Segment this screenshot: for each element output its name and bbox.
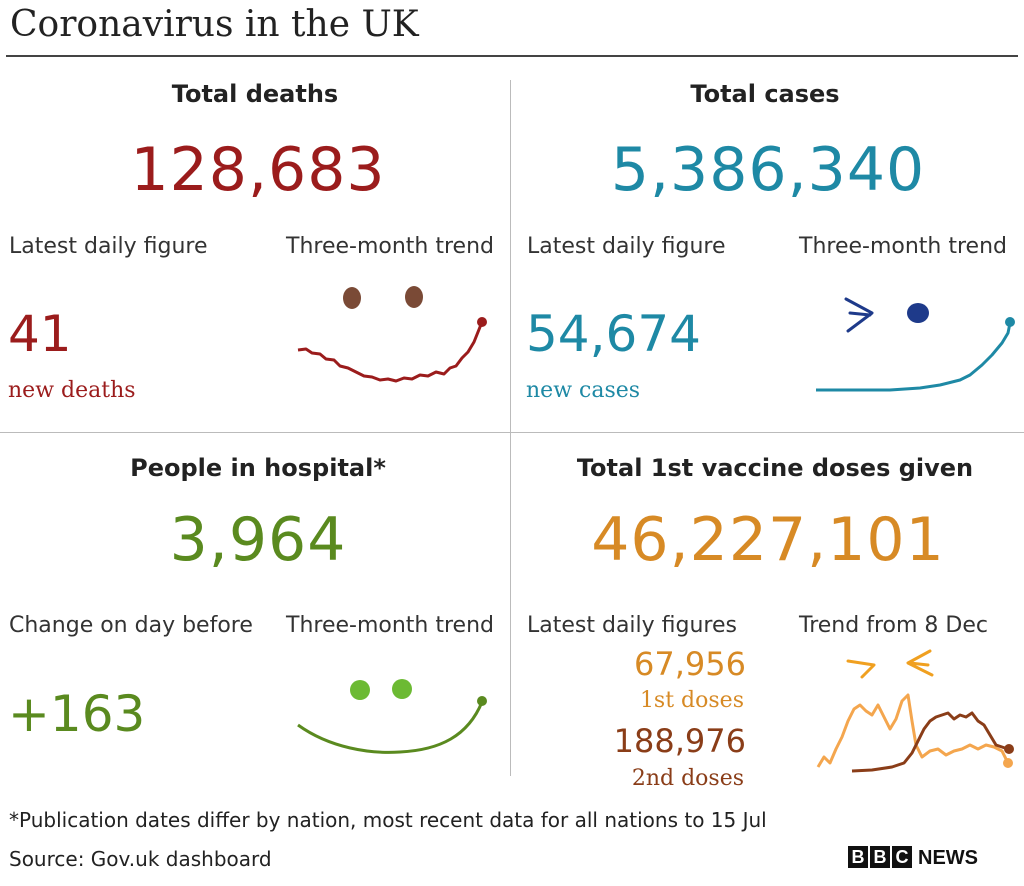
cases-trend-smiley bbox=[816, 297, 1015, 392]
vaccine-smiley-eye-right-icon bbox=[906, 649, 934, 677]
vaccine-first-value: 67,956 bbox=[634, 645, 746, 683]
cases-heading: Total cases bbox=[690, 80, 840, 108]
vaccine-first-unit: 1st doses bbox=[639, 688, 744, 713]
vaccine-first-dose-endpoint bbox=[1003, 758, 1013, 768]
vaccine-first-dose-trend-line bbox=[816, 693, 1010, 768]
hospital-trend-label: Three-month trend bbox=[286, 613, 494, 638]
title-divider bbox=[6, 55, 1018, 57]
deaths-trend-label: Three-month trend bbox=[286, 234, 494, 259]
deaths-trend-smiley bbox=[297, 286, 487, 383]
deaths-total: 128,683 bbox=[130, 135, 386, 205]
deaths-heading: Total deaths bbox=[171, 80, 339, 108]
cases-total: 5,386,340 bbox=[610, 135, 926, 205]
hospital-trend-line bbox=[297, 701, 484, 754]
bbc-logo-letter: B bbox=[848, 846, 868, 868]
hospital-trend-endpoint bbox=[477, 696, 487, 706]
vertical-divider bbox=[510, 80, 511, 776]
page-title: Coronavirus in the UK bbox=[10, 4, 419, 45]
deaths-trend-endpoint bbox=[477, 317, 487, 327]
cases-trend-endpoint bbox=[1005, 317, 1015, 327]
deaths-smiley-eye-right bbox=[405, 286, 423, 308]
footnote: *Publication dates differ by nation, mos… bbox=[9, 808, 767, 832]
hospital-smiley-eye-left bbox=[350, 680, 370, 700]
bbc-logo-letter: B bbox=[870, 846, 890, 868]
vaccine-second-value: 188,976 bbox=[613, 722, 746, 760]
cases-smiley-eye bbox=[907, 303, 929, 323]
hospital-change-value: +163 bbox=[8, 685, 146, 743]
hospital-heading: People in hospital* bbox=[130, 454, 386, 482]
cases-smiley-wink-icon bbox=[844, 297, 874, 333]
bbc-logo-news: NEWS bbox=[918, 847, 978, 870]
vaccine-smiley-eye-left-icon bbox=[846, 659, 876, 679]
vaccine-second-dose-trend-line bbox=[851, 711, 1009, 773]
bbc-logo-letter: C bbox=[892, 846, 912, 868]
vaccine-heading: Total 1st vaccine doses given bbox=[576, 454, 974, 482]
vaccine-second-dose-endpoint bbox=[1004, 744, 1014, 754]
deaths-smiley-eye-left bbox=[343, 287, 361, 309]
cases-daily-value: 54,674 bbox=[526, 305, 701, 363]
deaths-daily-unit: new deaths bbox=[8, 378, 136, 403]
cases-daily-label: Latest daily figure bbox=[527, 234, 726, 259]
hospital-trend-smiley bbox=[297, 679, 487, 754]
vaccine-trend-label: Trend from 8 Dec bbox=[799, 613, 988, 638]
source-credit: Source: Gov.uk dashboard bbox=[9, 847, 272, 871]
vaccine-trend-smiley bbox=[816, 649, 1014, 773]
vaccine-daily-label: Latest daily figures bbox=[527, 613, 737, 638]
hospital-smiley-eye-right bbox=[392, 679, 412, 699]
deaths-daily-value: 41 bbox=[8, 305, 72, 363]
horizontal-divider bbox=[0, 432, 1024, 433]
bbc-news-logo: B B C NEWS bbox=[848, 846, 978, 870]
cases-trend-line bbox=[816, 322, 1012, 392]
deaths-trend-line bbox=[297, 321, 484, 383]
deaths-daily-label: Latest daily figure bbox=[9, 234, 208, 259]
vaccine-second-unit: 2nd doses bbox=[631, 766, 744, 791]
vaccine-total: 46,227,101 bbox=[591, 505, 945, 575]
hospital-change-label: Change on day before bbox=[9, 613, 253, 638]
cases-trend-label: Three-month trend bbox=[799, 234, 1007, 259]
cases-daily-unit: new cases bbox=[526, 378, 641, 403]
hospital-total: 3,964 bbox=[169, 505, 347, 575]
